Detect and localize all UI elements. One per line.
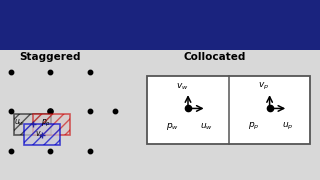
Bar — [14, 114, 51, 135]
Text: Staggered: Staggered — [19, 52, 80, 62]
Text: $v_p$: $v_p$ — [258, 81, 269, 92]
Text: $u_w$: $u_w$ — [200, 121, 213, 132]
Text: $u_w$: $u_w$ — [14, 118, 26, 128]
Text: $v_w$: $v_w$ — [176, 82, 188, 92]
Text: Staggered and Collocated Grids: Staggered and Collocated Grids — [45, 34, 275, 47]
Bar — [33, 114, 70, 135]
Bar — [24, 124, 60, 145]
Bar — [147, 76, 310, 144]
Text: Pressure-Velocity Coupling:: Pressure-Velocity Coupling: — [61, 12, 259, 25]
Text: $p_w$: $p_w$ — [166, 121, 179, 132]
Text: Collocated: Collocated — [183, 52, 245, 62]
Text: $u_p$: $u_p$ — [283, 121, 294, 132]
Bar — [0, 0, 320, 50]
Text: $p_p$: $p_p$ — [249, 121, 260, 132]
Text: $v_p$: $v_p$ — [35, 130, 45, 141]
Text: $p_p$: $p_p$ — [41, 118, 51, 129]
